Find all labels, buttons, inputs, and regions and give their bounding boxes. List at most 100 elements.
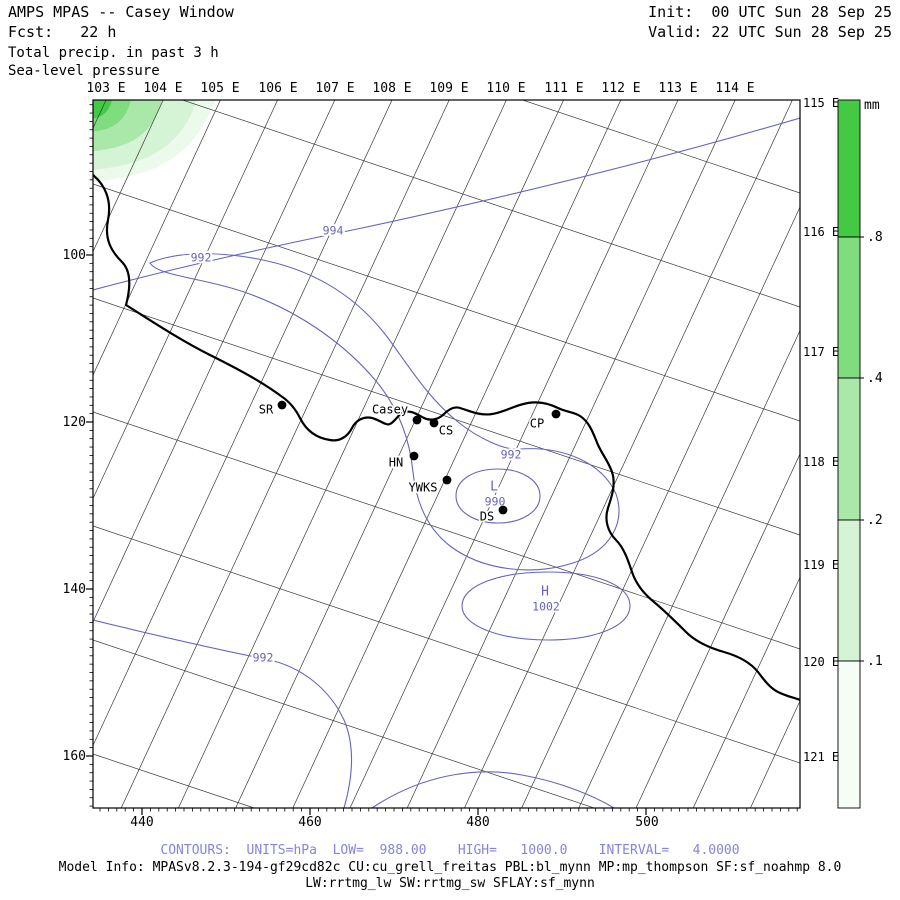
axis-label-right: 116 E <box>803 225 839 239</box>
contour-label: 994 <box>323 224 344 238</box>
contour-label: 992 <box>253 651 274 665</box>
pressure-center-value: 1002 <box>532 600 560 614</box>
parallel-line <box>93 411 800 650</box>
precip-shade-4 <box>93 100 112 118</box>
parallel-line <box>181 100 800 308</box>
model-info-line2: LW:rrtmg_lw SW:rrtmg_sw SFLAY:sf_mynn <box>305 876 595 891</box>
colorbar-tick-label: .8 <box>867 230 883 245</box>
axis-label-top: 105 E <box>200 81 239 96</box>
axis-label-right: 119 E <box>803 558 839 572</box>
meridian-line <box>521 206 800 808</box>
parallel-line <box>93 297 800 536</box>
axis-label-left: 100 <box>63 248 86 263</box>
contour-label: 992 <box>501 448 522 462</box>
contours-legend: CONTOURS: UNITS=hPa LOW= 988.00 HIGH= 10… <box>160 843 740 858</box>
parallel-line <box>521 100 800 194</box>
axis-label-bottom: 480 <box>466 815 489 830</box>
colorbar-tick-label: .1 <box>867 654 883 669</box>
axis-label-top: 114 E <box>715 81 754 96</box>
page-title: AMPS MPAS -- Casey Window <box>8 3 234 21</box>
axis-label-left: 160 <box>63 749 86 764</box>
model-info-line1: Model Info: MPASv8.2.3-194-gf29cd82c CU:… <box>58 860 842 875</box>
meridian-line <box>93 100 164 253</box>
slp-contour-994 <box>93 117 800 291</box>
plot-frame <box>92 99 801 809</box>
axis-label-right: 115 E <box>803 96 839 110</box>
axis-label-left: 140 <box>63 582 86 597</box>
axis-label-top: 103 E <box>86 81 125 96</box>
init-time-label: Init: 00 UTC Sun 28 Sep 25 <box>648 3 892 21</box>
station-dot-DS <box>498 505 508 515</box>
slp-contour-1000 <box>461 571 631 641</box>
station-label-YWKS: YWKS <box>409 481 438 495</box>
meridian-line <box>349 100 679 808</box>
colorbar-segment-4 <box>837 660 861 809</box>
colorbar-segment-3 <box>837 519 861 662</box>
colorbar-tick-label: .2 <box>867 513 883 528</box>
axis-label-bottom: 500 <box>635 815 658 830</box>
axis-label-right: 120 E <box>803 655 839 669</box>
pressure-center-symbol: L <box>490 480 498 495</box>
colorbar-tick-label: .4 <box>867 371 883 386</box>
coastline <box>93 173 800 702</box>
station-label-HN: HN <box>389 456 403 470</box>
colorbar-segment-2 <box>837 377 861 521</box>
axis-label-top: 108 E <box>372 81 411 96</box>
station-label-DS: DS <box>480 510 494 524</box>
colorbar-segment-1 <box>837 236 861 379</box>
meridian-line <box>93 100 107 129</box>
axis-label-top: 112 E <box>601 81 640 96</box>
axis-label-top: 110 E <box>486 81 525 96</box>
axis-label-right: 118 E <box>803 455 839 469</box>
axis-label-top: 106 E <box>258 81 297 96</box>
slp-contour-992 <box>149 253 620 571</box>
colorbar-units-label: mm <box>864 98 880 113</box>
valid-time-label: Valid: 22 UTC Sun 28 Sep 25 <box>648 23 892 41</box>
station-label-SR: SR <box>259 403 274 417</box>
meridian-line <box>464 100 793 808</box>
colorbar-segment-0 <box>837 99 861 238</box>
meridian-line <box>578 329 800 808</box>
station-label-CP: CP <box>530 417 544 431</box>
parallel-line <box>93 525 800 764</box>
station-label-Casey: Casey <box>372 403 408 417</box>
axis-label-top: 111 E <box>544 81 583 96</box>
station-dot-CP <box>551 409 561 419</box>
meridian-line <box>292 100 622 808</box>
pressure-center-symbol: H <box>541 585 549 600</box>
axis-label-top: 104 E <box>143 81 182 96</box>
meridian-line <box>120 100 450 808</box>
axis-label-top: 113 E <box>658 81 697 96</box>
axis-label-left: 120 <box>63 415 86 430</box>
forecast-hour-label: Fcst: 22 h <box>8 23 117 41</box>
axis-label-bottom: 440 <box>130 815 153 830</box>
slp-contour-996 <box>371 771 615 808</box>
station-dot-CS <box>429 418 439 428</box>
station-label-CS: CS <box>439 424 453 438</box>
slp-field-label: Sea-level pressure <box>8 63 160 79</box>
meridian-line <box>750 700 800 808</box>
precip-field-label: Total precip. in past 3 h <box>8 45 219 61</box>
meridian-line <box>93 100 393 747</box>
contour-label: 992 <box>191 251 212 265</box>
meridian-line <box>93 100 336 623</box>
meridian-line <box>406 100 736 808</box>
station-dot-SR <box>277 400 287 410</box>
slp-contour-990 <box>455 468 541 524</box>
meridian-line <box>635 453 800 808</box>
station-dot-YWKS <box>442 475 452 485</box>
axis-label-top: 109 E <box>429 81 468 96</box>
station-dot-Casey <box>412 415 422 425</box>
axis-label-bottom: 460 <box>298 815 321 830</box>
station-dot-HN <box>409 451 419 461</box>
axis-label-right: 117 E <box>803 345 839 359</box>
meridian-line <box>178 100 507 808</box>
parallel-line <box>93 753 256 808</box>
meridian-line <box>93 100 221 376</box>
slp-contour-992 <box>93 619 353 808</box>
axis-label-right: 121 E <box>803 750 839 764</box>
axis-label-top: 107 E <box>315 81 354 96</box>
